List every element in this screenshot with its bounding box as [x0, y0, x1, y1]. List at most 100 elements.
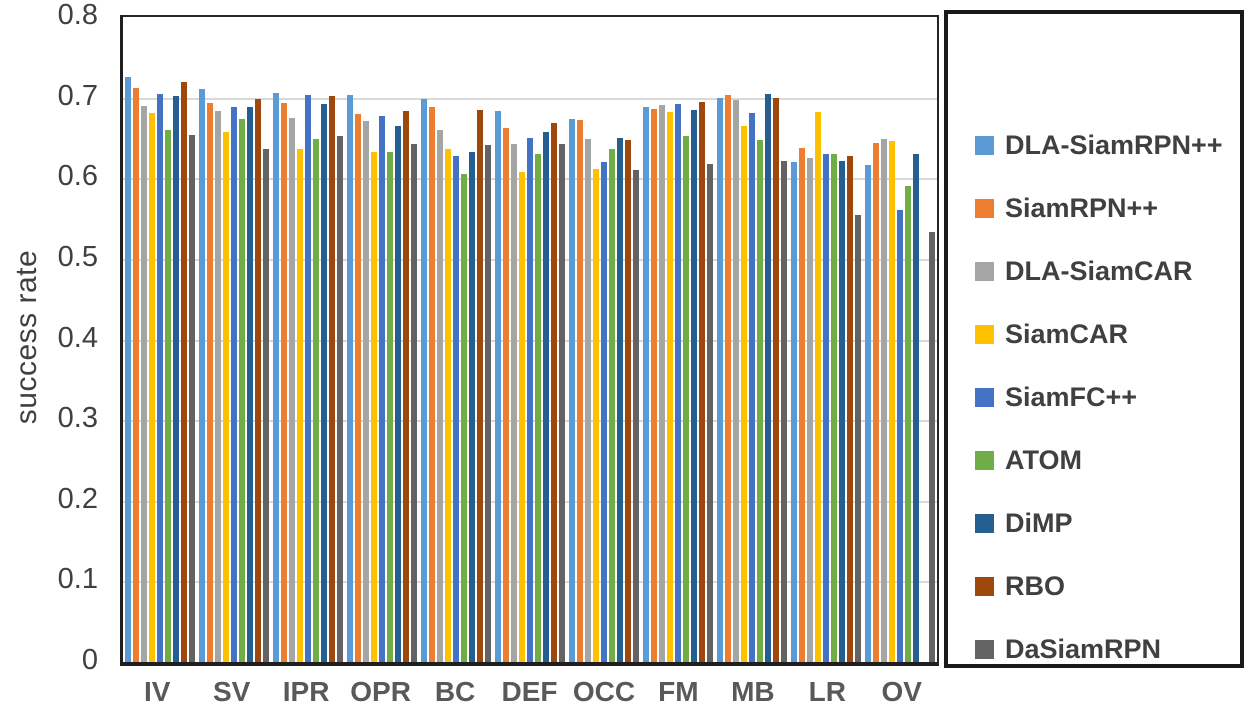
legend-swatch	[975, 261, 994, 281]
bar	[355, 113, 361, 662]
legend-label: DLA-SiamRPN++	[1005, 129, 1223, 160]
bar	[477, 109, 483, 662]
bar	[125, 77, 131, 662]
legend-item: RBO	[975, 571, 1240, 601]
y-axis-tick-labels: 0 0.1 0.2 0.3 0.4 0.5 0.6 0.7 0.8	[0, 0, 106, 676]
bar	[273, 92, 279, 662]
legend-item: SiamCAR	[975, 319, 1240, 349]
bar	[411, 143, 417, 662]
bar	[765, 93, 771, 662]
bar	[289, 117, 295, 662]
bar	[593, 169, 599, 662]
bar	[255, 99, 261, 662]
y-tick-label: 0.3	[57, 402, 98, 435]
bar	[461, 174, 467, 662]
bar	[511, 143, 517, 662]
legend-label: SiamRPN++	[1005, 192, 1159, 223]
bar	[141, 105, 147, 662]
bar	[495, 111, 501, 662]
bar	[781, 161, 787, 662]
gridline	[123, 97, 937, 100]
bar-group-bc	[419, 17, 493, 662]
x-tick-label: MB	[731, 676, 775, 707]
legend-item: DiMP	[975, 508, 1240, 538]
bar	[733, 100, 739, 662]
legend-swatch	[975, 450, 994, 470]
bar	[757, 139, 763, 662]
x-tick-label: IV	[143, 676, 171, 707]
bar	[363, 121, 369, 662]
bar	[387, 151, 393, 662]
bar	[445, 149, 451, 662]
bar	[543, 131, 549, 662]
bar-group-def	[493, 17, 567, 662]
bar	[313, 138, 319, 662]
bar	[617, 137, 623, 662]
bar	[905, 186, 911, 662]
bar	[717, 97, 723, 662]
legend-label: ATOM	[1005, 444, 1082, 475]
bar	[577, 120, 583, 662]
x-tick-label: OV	[881, 676, 922, 707]
bar	[913, 154, 919, 662]
bar	[625, 140, 631, 662]
plot-area	[120, 15, 939, 666]
bars-container	[123, 17, 937, 662]
bar	[559, 143, 565, 662]
bar	[773, 97, 779, 662]
x-tick-label: IPR	[282, 676, 330, 707]
bar	[173, 96, 179, 662]
bar-group-ipr	[271, 17, 345, 662]
bar	[429, 107, 435, 662]
bar	[749, 112, 755, 662]
bar	[667, 112, 673, 662]
bar	[865, 165, 871, 662]
bar-group-ov	[863, 17, 937, 662]
bar	[551, 123, 557, 662]
y-tick-label: 0.4	[57, 321, 98, 354]
bar	[675, 104, 681, 662]
bar	[157, 93, 163, 662]
legend-swatch	[975, 324, 994, 344]
legend-item: DaSiamRPN	[975, 634, 1240, 664]
legend-box: DLA-SiamRPN++ SiamRPN++ DLA-SiamCAR SiamCAR…	[944, 10, 1244, 668]
bar	[633, 170, 639, 662]
y-tick-label: 0.2	[57, 482, 98, 515]
bar	[421, 99, 427, 662]
bar	[651, 108, 657, 662]
bar	[535, 154, 541, 662]
bar	[609, 149, 615, 662]
y-tick-label: 0.6	[57, 160, 98, 193]
legend-item: SiamFC++	[975, 382, 1240, 412]
bar	[643, 106, 649, 662]
bar	[831, 154, 837, 662]
legend-swatch	[975, 639, 994, 659]
bar-group-sv	[197, 17, 271, 662]
bar	[189, 134, 195, 662]
bar	[601, 162, 607, 662]
bar	[707, 163, 713, 662]
x-tick-label: SV	[213, 676, 251, 707]
legend-item: DLA-SiamRPN++	[975, 130, 1240, 160]
legend-swatch	[975, 513, 994, 533]
bar-group-mb	[715, 17, 789, 662]
y-tick-label: 0	[81, 644, 98, 676]
legend-label: SiamFC++	[1005, 381, 1138, 412]
bar	[329, 96, 335, 662]
bar	[231, 107, 237, 662]
bar-group-occ	[567, 17, 641, 662]
legend-label: RBO	[1005, 570, 1065, 601]
bar	[881, 138, 887, 662]
bar	[207, 103, 213, 662]
bar	[823, 154, 829, 662]
bar	[929, 232, 935, 662]
x-tick-label: OPR	[350, 676, 411, 707]
bar	[165, 129, 171, 662]
x-tick-label: DEF	[501, 676, 558, 707]
bar	[379, 116, 385, 662]
bar	[839, 161, 845, 662]
bar	[569, 119, 575, 662]
legend-swatch	[975, 135, 994, 155]
legend-swatch	[975, 198, 994, 218]
